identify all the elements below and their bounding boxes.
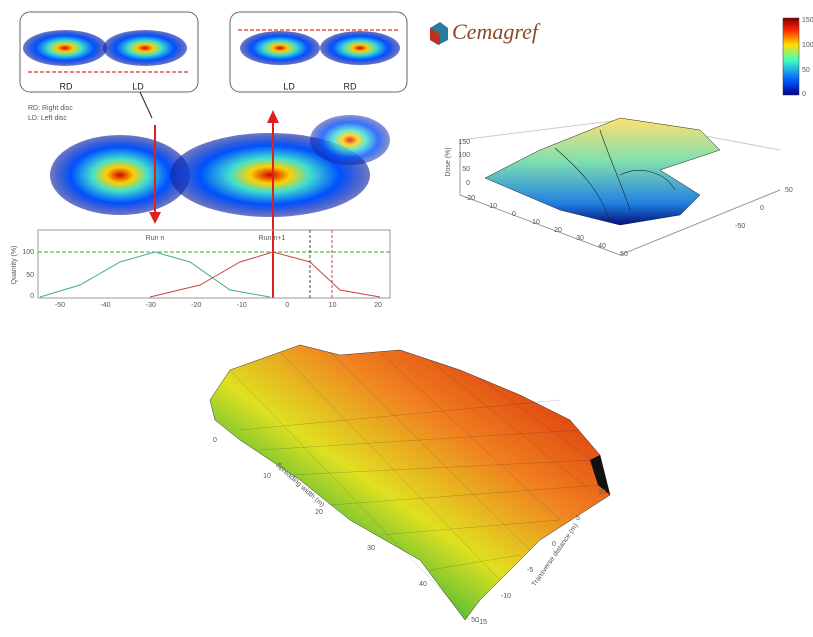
tick-label: 150	[802, 17, 813, 24]
heatmap-blob	[23, 30, 107, 66]
tick-label: -40	[100, 302, 110, 309]
run-label: Run n	[146, 235, 165, 242]
logo-text: Cemagref	[452, 19, 541, 44]
tick-label: 100	[22, 249, 34, 256]
tick-label: 10	[532, 219, 540, 226]
tick-label: -30	[146, 302, 156, 309]
panel-a: RD LD LD RD RD: Right disc LD: Left disc…	[11, 12, 407, 309]
tick-label: 0	[512, 211, 516, 218]
tick-label: -20	[191, 302, 201, 309]
box-label: RD	[60, 81, 73, 91]
heatmap-blob	[50, 135, 190, 215]
surface	[485, 118, 720, 225]
tick-label: 0	[285, 302, 289, 309]
logo: Cemagref	[430, 19, 541, 45]
x-ticks: -50 -40 -30 -20 -10 0 10 20	[55, 302, 382, 309]
tick-label: 10	[598, 489, 606, 496]
axis-label: Quantity (%)	[11, 246, 18, 285]
panel-c: Spreading width (m) Transverse distance …	[210, 345, 610, 626]
tick-label: 150	[458, 139, 470, 146]
tick-label: 0	[802, 91, 806, 98]
panel-b: Dose (%) 150 100 50 0 50 0 -50 -20 -10 0 10…	[445, 118, 793, 258]
tick-label: 40	[598, 243, 606, 250]
tick-label: -20	[465, 195, 475, 202]
legend-text: RD: Right disc	[28, 105, 73, 112]
figure: RD LD LD RD RD: Right disc LD: Left disc…	[0, 0, 813, 632]
heatmap-blob	[320, 31, 400, 65]
box-label: RD	[344, 81, 357, 91]
tick-label: 0	[213, 437, 217, 444]
tick-label: 0	[30, 293, 34, 300]
tick-label: -10	[237, 302, 247, 309]
page: {"panel_a": {"left_box_labels": ["RD", "…	[0, 0, 813, 632]
colorbar: 150 100 50 0	[783, 17, 813, 98]
tick-label: 50	[620, 251, 628, 258]
tick-label: 10	[263, 473, 271, 480]
tick-label: 0	[760, 205, 764, 212]
arrow-head	[267, 110, 279, 123]
tick-label: -50	[735, 223, 745, 230]
tick-label: 20	[374, 302, 382, 309]
tick-label: -10	[487, 203, 497, 210]
box-label: LD	[132, 81, 144, 91]
curve	[40, 252, 270, 297]
box-label: LD	[283, 81, 295, 91]
tick-label: -10	[501, 593, 511, 600]
tick-label: 100	[802, 42, 813, 49]
tick-label: 0	[552, 541, 556, 548]
tick-label: -15	[477, 619, 487, 626]
tick-label: 20	[315, 509, 323, 516]
heatmap-blob	[310, 115, 390, 165]
tick-label: 30	[576, 235, 584, 242]
heatmap-blob	[240, 31, 320, 65]
colorbar-gradient	[783, 18, 799, 95]
tick-label: 50	[26, 272, 34, 279]
tick-label: 50	[462, 166, 470, 173]
tick-label: 100	[458, 152, 470, 159]
tick-label: 50	[785, 187, 793, 194]
curve	[150, 252, 380, 297]
tick-label: 30	[367, 545, 375, 552]
tick-label: 5	[576, 515, 580, 522]
tick-label: -50	[55, 302, 65, 309]
tick-label: 50	[802, 67, 810, 74]
arrow-head	[149, 212, 161, 224]
legend-text: LD: Left disc	[28, 115, 67, 122]
pointer	[140, 92, 152, 118]
tick-label: 0	[466, 180, 470, 187]
surface	[210, 345, 610, 620]
tick-label: 40	[419, 581, 427, 588]
heatmap-blob	[103, 30, 187, 66]
run-label: Run n+1	[259, 235, 286, 242]
tick-label: -5	[527, 567, 533, 574]
tick-label: 20	[554, 227, 562, 234]
axis-label: Dose (%)	[445, 147, 452, 176]
tick-label: 10	[329, 302, 337, 309]
